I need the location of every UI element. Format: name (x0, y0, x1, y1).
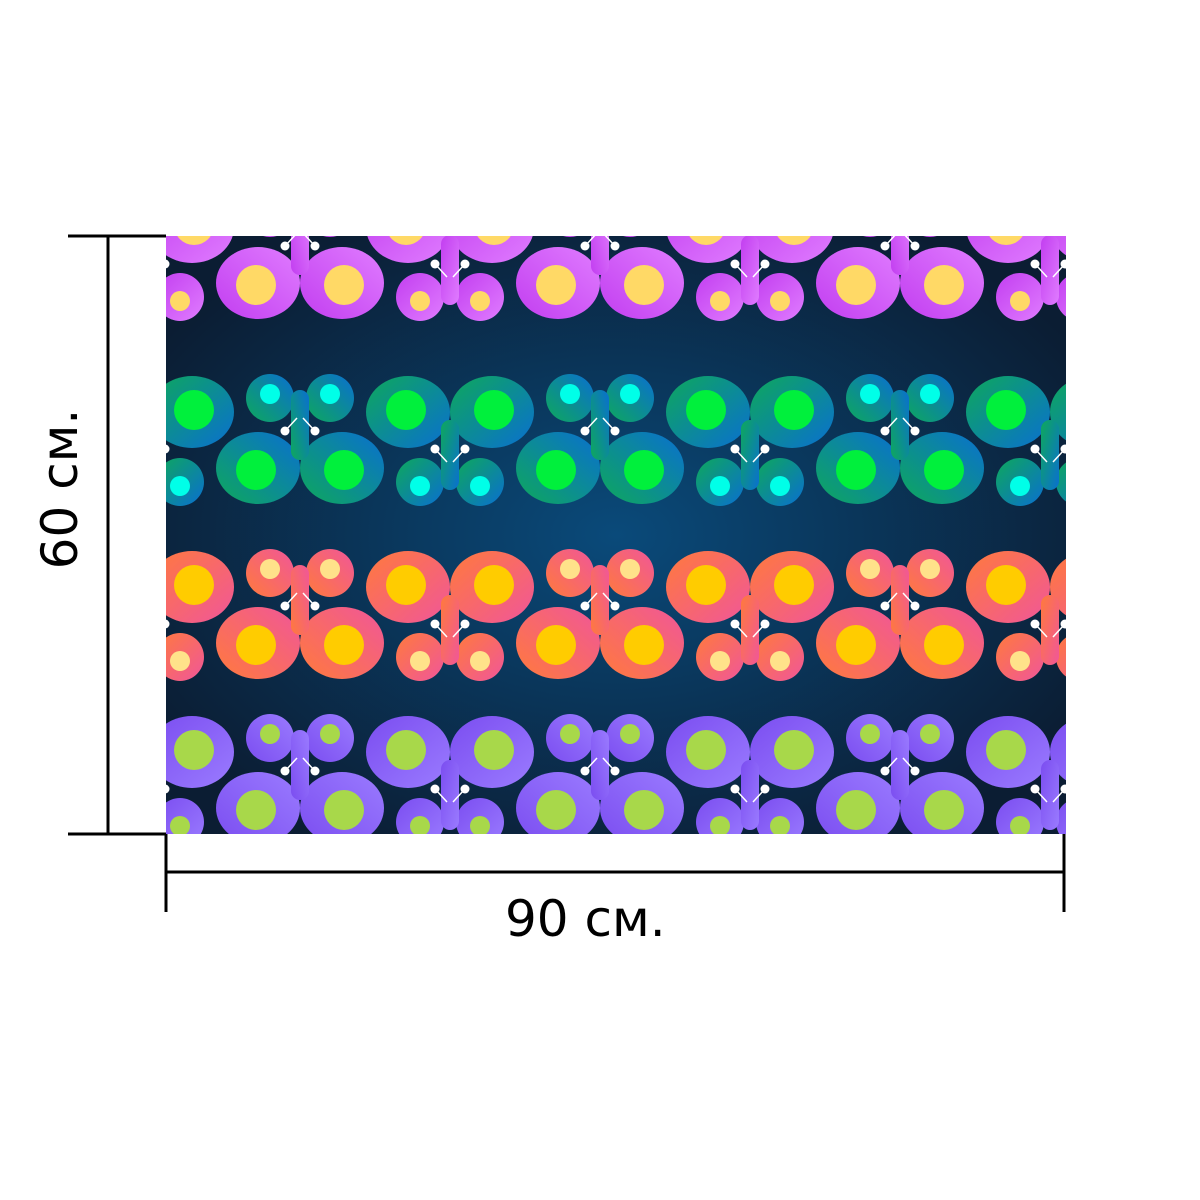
butterfly (816, 549, 984, 679)
butterfly (816, 236, 984, 319)
butterfly-pattern (166, 236, 1066, 834)
butterfly (166, 236, 233, 321)
butterfly (816, 714, 984, 834)
butterfly (666, 376, 834, 506)
butterfly (967, 236, 1066, 321)
butterfly (166, 376, 234, 506)
butterfly (816, 374, 984, 504)
butterfly (366, 716, 534, 834)
butterfly (366, 551, 534, 681)
butterfly (216, 549, 384, 679)
butterfly (516, 236, 684, 319)
butterfly (666, 716, 834, 834)
butterfly (516, 374, 684, 504)
butterfly (966, 551, 1066, 681)
butterfly (367, 236, 533, 321)
height-label: 60 см. (31, 408, 89, 570)
width-label: 90 см. (505, 890, 666, 948)
butterfly (166, 551, 234, 681)
butterfly (366, 376, 534, 506)
butterfly (666, 551, 834, 681)
butterfly (966, 716, 1066, 834)
butterfly (216, 374, 384, 504)
butterfly (166, 716, 234, 834)
butterfly (216, 236, 384, 319)
butterfly (216, 714, 384, 834)
butterfly (966, 376, 1066, 506)
butterfly (516, 714, 684, 834)
butterfly (516, 549, 684, 679)
butterfly (667, 236, 833, 321)
